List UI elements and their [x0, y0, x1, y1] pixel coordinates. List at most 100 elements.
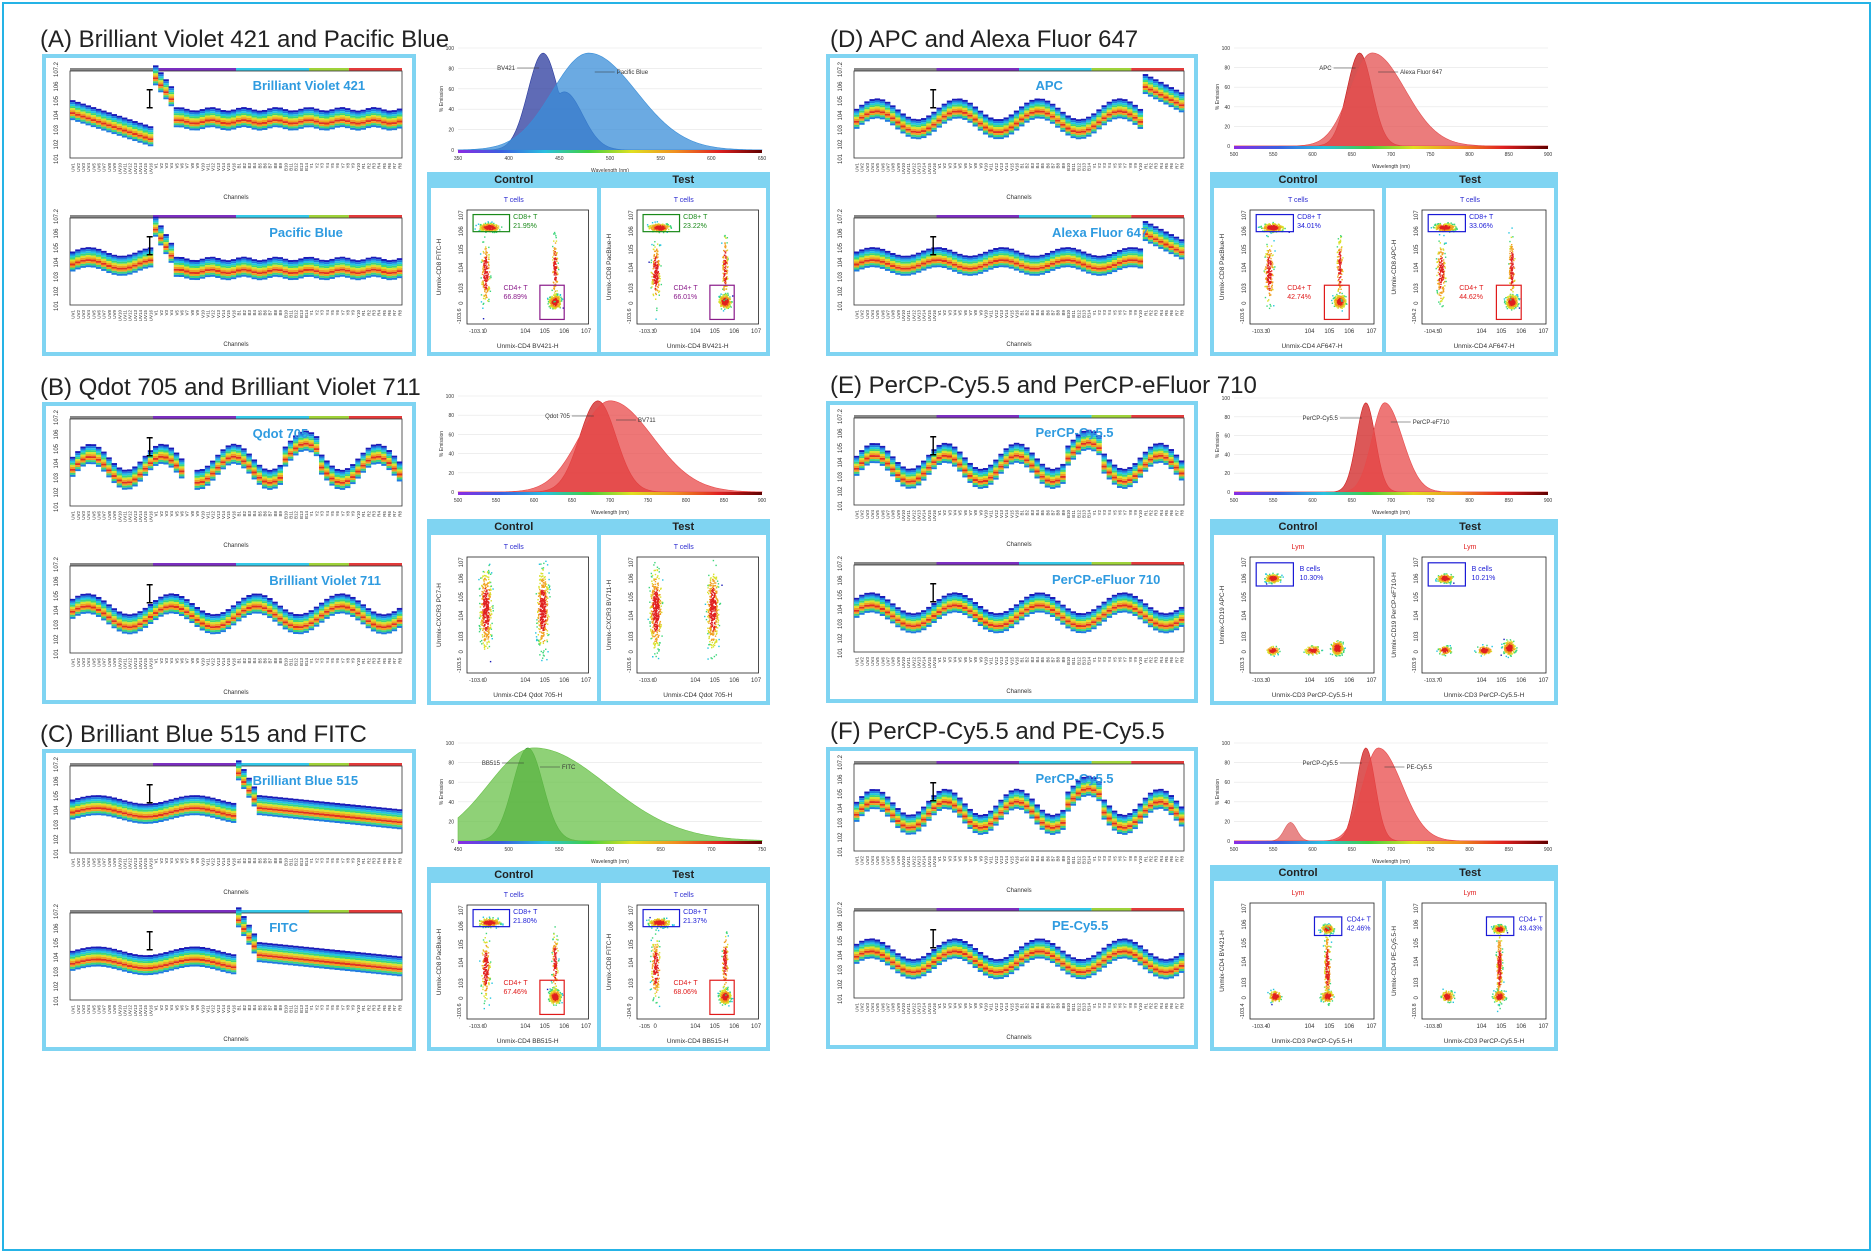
signature-plot: 101102103104105106107.2MFI-HUV1UV2UV3UV4…: [838, 208, 1184, 348]
laser-band: [309, 68, 349, 71]
x-axis-label: Channels: [1006, 195, 1031, 201]
channel-tick: V9: [195, 511, 200, 517]
channel-tick: Y4: [1107, 510, 1112, 516]
gate-name: CD8+ T: [513, 909, 538, 916]
channel-band: [895, 953, 901, 974]
channel-tick: R2: [1148, 310, 1153, 316]
channel-tick: Y2: [314, 310, 319, 316]
y-min-tick: -103.9: [1412, 657, 1418, 673]
channel-tick: UV3: [81, 858, 86, 867]
channel-tick: B1: [237, 163, 242, 169]
channel-band: [142, 803, 149, 824]
channel-tick: B3: [247, 310, 252, 316]
channel-tick: UV6: [97, 163, 102, 172]
channel-band: [936, 790, 942, 811]
channel-band: [1132, 247, 1138, 268]
channel-band: [972, 106, 979, 127]
x-min-tick: -103.3: [1252, 678, 1268, 684]
channel-tick: B7: [1051, 657, 1056, 663]
channel-band: [1111, 940, 1118, 961]
channel-band: [1101, 453, 1107, 474]
channel-tick: UV11: [122, 658, 127, 669]
laser-band: [936, 908, 1019, 911]
channel-band: [204, 947, 211, 968]
gate-percent: 44.62%: [1459, 294, 1483, 301]
x-min-tick: -103.6: [469, 1024, 485, 1030]
channel-band: [334, 949, 341, 970]
channel-tick: UV6: [880, 510, 885, 519]
channel-tick: R3: [371, 1005, 376, 1011]
channel-band: [1049, 597, 1056, 618]
y-tick: 102: [838, 286, 844, 297]
channel-band: [168, 447, 175, 468]
channel-band: [90, 795, 97, 816]
y-tick: 101: [54, 995, 60, 1006]
signature-holder: 101102103104105106107.2MFI-HUV1UV2UV3UV4…: [46, 406, 412, 551]
x-axis-label: Channels: [1006, 342, 1031, 348]
channel-band: [1080, 959, 1087, 980]
channel-band: [1132, 595, 1138, 616]
channel-tick: Y3: [1102, 510, 1107, 516]
gate-percent: 10.30%: [1300, 575, 1324, 582]
y-min-tick: -103.6: [457, 308, 463, 324]
control-header: Control: [1278, 174, 1318, 186]
gate-percent: 34.01%: [1297, 223, 1321, 230]
channel-tick: UV4: [86, 511, 91, 520]
channel-tick: UV7: [886, 1003, 891, 1012]
channel-tick: B7: [268, 858, 273, 864]
channel-band: [189, 259, 195, 280]
channel-band: [293, 798, 299, 819]
channel-tick: Y2: [314, 511, 319, 517]
channel-tick: V2: [942, 657, 947, 663]
channel-band: [1132, 941, 1138, 962]
channel-band: [251, 259, 258, 280]
channel-tick: R5: [1164, 1003, 1169, 1009]
channel-tick: R7: [392, 163, 397, 169]
channel-band: [1034, 804, 1040, 825]
channel-band: [236, 257, 242, 278]
channel-tick: UV11: [906, 657, 911, 668]
channel-band: [194, 110, 200, 131]
channel-band: [1096, 781, 1102, 802]
channel-band: [1024, 793, 1030, 814]
signature-plot: 101102103104105106107.2MFI-HUV1UV2UV3UV4…: [54, 756, 402, 896]
channel-tick: R1: [1143, 1003, 1148, 1009]
curve-label: FITC: [562, 765, 576, 771]
channel-band: [127, 614, 133, 635]
channel-tick: Y9: [1133, 510, 1138, 516]
channel-band: [1055, 467, 1061, 488]
channel-tick: V10: [200, 511, 205, 520]
channel-band: [153, 216, 159, 237]
y-axis-label: % Emission: [439, 86, 445, 112]
signature-holder: 101102103104105106107.2MFI-HUV1UV2UV3UV4…: [46, 553, 412, 698]
channel-tick: B14: [1087, 1003, 1092, 1012]
channel-band: [85, 947, 92, 968]
channel-band: [163, 234, 169, 255]
channel-band: [962, 803, 968, 824]
plot-frame: [636, 904, 759, 1020]
y-tick: 105: [459, 244, 465, 255]
channel-tick: V9: [195, 858, 200, 864]
channel-tick: B1: [1020, 856, 1025, 862]
channel-band: [1044, 100, 1051, 121]
channel-band: [864, 938, 870, 959]
x-tick: 106: [729, 1024, 740, 1030]
channel-band: [225, 260, 232, 281]
channel-tick: Y1: [309, 511, 314, 517]
channel-tick: UV14: [922, 856, 927, 868]
y-tick: 105: [1242, 591, 1248, 602]
channel-tick: R8: [1179, 163, 1184, 169]
y-axis-label: % Emission: [439, 779, 445, 805]
channel-band: [163, 952, 169, 973]
channel-band: [329, 595, 335, 616]
channel-band: [220, 259, 226, 280]
channel-band: [1008, 790, 1015, 811]
channel-tick: Y6: [1118, 163, 1123, 169]
channel-band: [111, 114, 117, 135]
x-tick: 107: [1539, 678, 1550, 684]
channel-tick: V10: [200, 658, 205, 667]
channel-tick: UV16: [932, 510, 937, 522]
channel-tick: V9: [978, 310, 983, 316]
y-tick: 107.2: [54, 756, 60, 772]
channel-tick: UV6: [97, 1005, 102, 1014]
